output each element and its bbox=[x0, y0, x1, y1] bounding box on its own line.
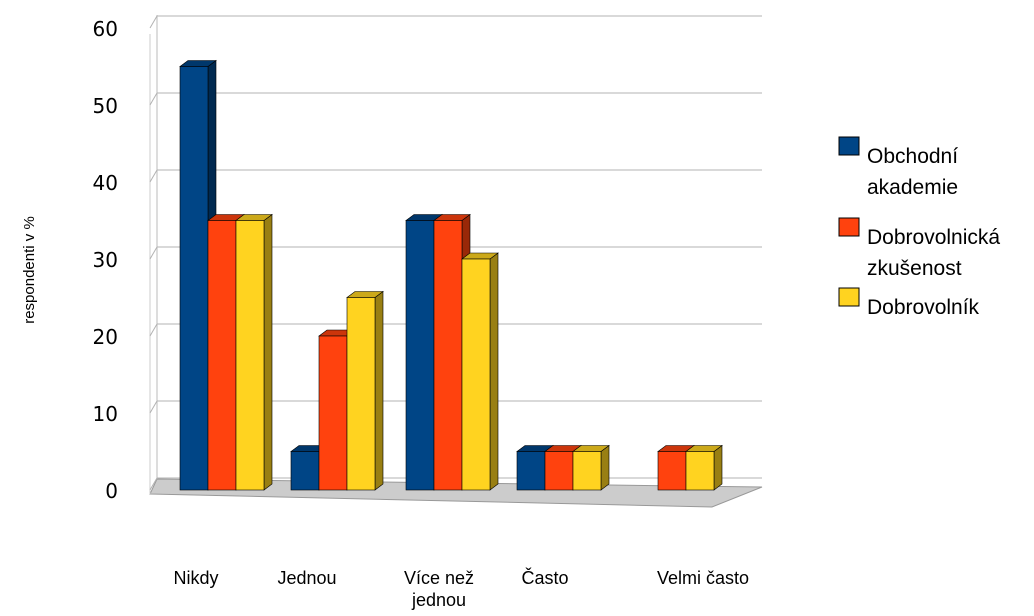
legend-entry: Dobrovolnická zkušenost bbox=[838, 217, 1000, 280]
legend-swatch bbox=[838, 287, 860, 307]
y-tick-label: 40 bbox=[93, 171, 118, 195]
x-tick-label: Často bbox=[521, 567, 568, 588]
legend-swatch bbox=[838, 136, 860, 156]
bar bbox=[235, 213, 273, 491]
bars bbox=[179, 59, 723, 491]
bar bbox=[461, 252, 499, 491]
x-tick-label: Více než jednou bbox=[404, 568, 474, 610]
y-tick-label: 20 bbox=[93, 325, 118, 349]
gridline-side bbox=[149, 169, 158, 183]
y-axis-ticks: 0 10 20 30 40 50 60 bbox=[93, 17, 118, 503]
legend-entry: Dobrovolník bbox=[838, 287, 980, 319]
bar bbox=[346, 290, 384, 491]
legend: Obchodní akademie Dobrovolnická zkušenost Do… bbox=[838, 136, 1000, 319]
legend-swatch bbox=[838, 217, 860, 237]
legend-label: Dobrovolník bbox=[867, 296, 980, 319]
x-tick-label: Jednou bbox=[277, 568, 336, 588]
bar bbox=[685, 444, 723, 491]
y-tick-label: 60 bbox=[93, 17, 118, 41]
legend-entry: Obchodní akademie bbox=[838, 136, 958, 199]
y-tick-label: 50 bbox=[93, 94, 118, 118]
y-tick-label: 10 bbox=[93, 402, 118, 426]
y-axis-label: respondenti v % bbox=[21, 216, 38, 324]
gridline-side bbox=[149, 15, 158, 29]
gridline-side bbox=[149, 246, 158, 260]
x-axis-labels: Nikdy Jednou Více než jednou Často Velmi čast… bbox=[173, 567, 749, 610]
x-tick-label: Velmi často bbox=[657, 568, 749, 588]
legend-label: Dobrovolnická zkušenost bbox=[867, 226, 1000, 280]
y-tick-label: 0 bbox=[105, 479, 118, 503]
gridline-side bbox=[149, 477, 158, 491]
legend-label: Obchodní akademie bbox=[867, 145, 958, 199]
bar bbox=[179, 59, 217, 491]
y-tick-label: 30 bbox=[93, 248, 118, 272]
gridline-side bbox=[149, 400, 158, 414]
gridline-side bbox=[149, 323, 158, 337]
bar bbox=[572, 444, 610, 491]
x-tick-label: Nikdy bbox=[173, 568, 218, 588]
gridline-side bbox=[149, 92, 158, 106]
